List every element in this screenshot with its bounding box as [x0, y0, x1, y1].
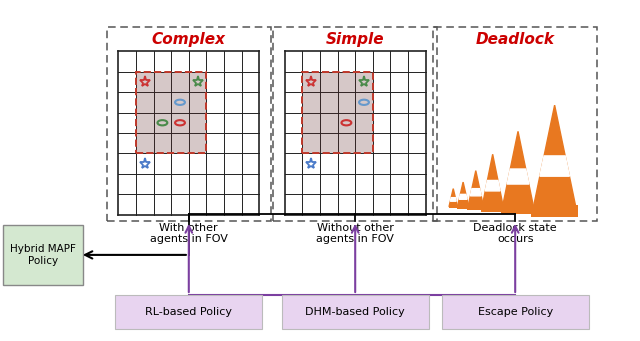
Bar — [172, 72, 189, 92]
Polygon shape — [458, 182, 468, 207]
FancyBboxPatch shape — [115, 295, 262, 329]
Bar — [189, 72, 206, 92]
Bar — [433, 27, 597, 221]
Text: Complex: Complex — [152, 32, 226, 47]
Polygon shape — [502, 131, 534, 207]
Polygon shape — [451, 198, 456, 201]
Bar — [320, 72, 338, 92]
Polygon shape — [470, 189, 481, 196]
FancyBboxPatch shape — [442, 295, 589, 329]
Bar — [303, 72, 372, 153]
Bar — [338, 133, 355, 153]
Bar — [457, 206, 469, 209]
Bar — [355, 92, 372, 113]
Polygon shape — [507, 169, 529, 184]
Bar — [320, 113, 338, 133]
Polygon shape — [485, 180, 500, 191]
Bar — [303, 113, 320, 133]
Bar — [355, 113, 372, 133]
Bar — [355, 133, 372, 153]
Text: Without other
agents in FOV: Without other agents in FOV — [316, 223, 394, 244]
Bar — [136, 113, 154, 133]
Bar — [481, 206, 504, 212]
Polygon shape — [540, 156, 570, 176]
Bar — [136, 72, 154, 92]
Text: Deadlock: Deadlock — [476, 32, 555, 47]
Bar — [303, 133, 320, 153]
Bar — [338, 113, 355, 133]
Bar — [338, 92, 355, 113]
Bar — [467, 206, 484, 210]
Bar — [118, 51, 259, 215]
Bar — [531, 205, 578, 217]
Text: Hybrid MAPF
Policy: Hybrid MAPF Policy — [10, 244, 76, 266]
Bar — [189, 133, 206, 153]
Text: With other
agents in FOV: With other agents in FOV — [150, 223, 228, 244]
Text: RL-based Policy: RL-based Policy — [145, 307, 232, 317]
Bar — [273, 27, 437, 221]
Bar — [501, 205, 535, 214]
Bar — [355, 72, 372, 92]
Bar — [303, 92, 320, 113]
Polygon shape — [482, 154, 503, 207]
Bar — [136, 133, 154, 153]
Bar — [320, 133, 338, 153]
Bar — [154, 113, 172, 133]
Polygon shape — [449, 189, 458, 207]
Bar — [338, 72, 355, 92]
Bar — [154, 133, 172, 153]
Text: Escape Policy: Escape Policy — [477, 307, 553, 317]
Bar — [154, 92, 172, 113]
Polygon shape — [534, 105, 576, 207]
Text: Simple: Simple — [326, 32, 385, 47]
Bar — [136, 92, 154, 113]
Bar — [445, 51, 586, 215]
Bar — [172, 113, 189, 133]
FancyBboxPatch shape — [282, 295, 429, 329]
FancyBboxPatch shape — [3, 225, 83, 285]
Bar — [189, 92, 206, 113]
Bar — [449, 206, 458, 208]
Bar — [189, 113, 206, 133]
Bar — [320, 92, 338, 113]
Bar — [285, 51, 426, 215]
Bar — [172, 92, 189, 113]
Text: Deadlock state
occurs: Deadlock state occurs — [474, 223, 557, 244]
Bar — [154, 72, 172, 92]
Bar — [303, 72, 320, 92]
Text: DHM-based Policy: DHM-based Policy — [305, 307, 405, 317]
Polygon shape — [468, 170, 484, 207]
Polygon shape — [459, 194, 467, 199]
Bar — [172, 133, 189, 153]
Bar — [107, 27, 271, 221]
Bar — [136, 72, 206, 153]
